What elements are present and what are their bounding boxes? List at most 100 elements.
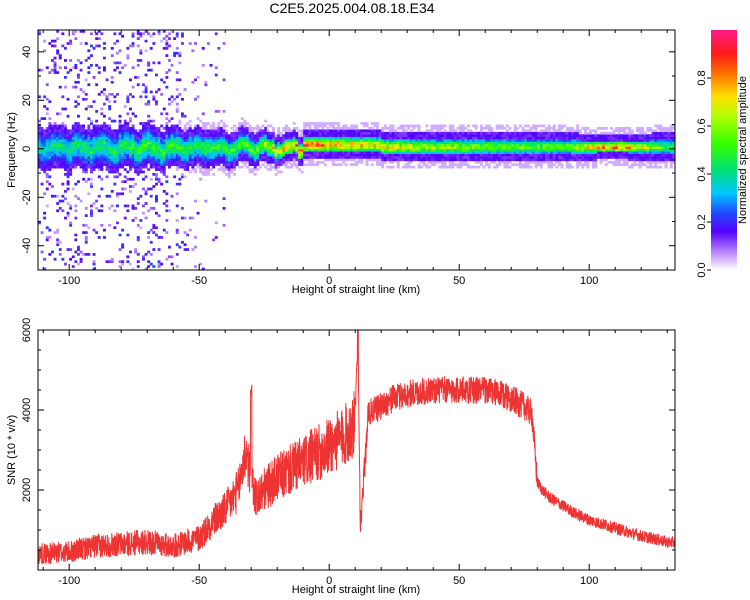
spectrogram-cell xyxy=(92,267,96,271)
spectrogram-cell xyxy=(222,153,226,157)
spectrogram-cell xyxy=(389,158,392,162)
spectrogram-cell xyxy=(51,124,54,128)
spectrogram-cell xyxy=(144,148,148,152)
spectrogram-cell xyxy=(464,160,468,164)
spectrogram-cell xyxy=(521,165,525,169)
spectrogram-cell xyxy=(303,124,307,128)
spectrogram-cell xyxy=(586,151,590,154)
spectrogram-cell xyxy=(66,131,70,135)
spectrogram-cell xyxy=(305,129,309,133)
spectrogram-cell xyxy=(51,165,54,169)
spectrogram-cell xyxy=(173,124,177,128)
spectrogram-cell xyxy=(558,158,561,162)
spectrogram-cell xyxy=(105,165,109,169)
spectrogram-cell xyxy=(144,102,148,106)
spectrogram-cell xyxy=(204,173,208,176)
spectrogram-cell xyxy=(539,148,543,152)
spectrogram-cell xyxy=(576,136,580,140)
spectrogram-cell xyxy=(578,143,582,147)
spectrogram-cell xyxy=(547,160,551,164)
spectrogram-cell xyxy=(126,148,130,152)
spectrogram-cell xyxy=(464,134,468,137)
spectrogram-cell xyxy=(576,141,580,145)
spectrogram-cell xyxy=(157,158,161,162)
spectrogram-cell xyxy=(58,54,62,57)
spectrogram-cell xyxy=(170,129,174,133)
spectrogram-cell xyxy=(87,156,91,159)
spectrogram-cell xyxy=(38,151,41,154)
spectrogram-cell xyxy=(152,126,156,130)
spectrogram-cell xyxy=(87,136,91,140)
spectrogram-cell xyxy=(586,126,590,130)
spectrogram-cell xyxy=(396,134,400,137)
spectrogram-cell xyxy=(240,160,244,164)
spectrogram-cell xyxy=(480,148,483,152)
spectrogram-cell xyxy=(519,148,522,152)
spectrogram-cell xyxy=(355,146,359,150)
spectrogram-cell xyxy=(53,63,57,67)
spectrogram-cell xyxy=(97,129,101,133)
spectrogram-cell xyxy=(230,153,234,157)
spectrogram-cell xyxy=(298,146,301,150)
spectrogram-cell xyxy=(534,141,538,145)
spectrogram-cell xyxy=(558,126,561,130)
spectrogram-cell xyxy=(339,151,343,154)
spectrogram-cell xyxy=(521,143,525,147)
spectrogram-cell xyxy=(157,141,161,145)
spectrogram-cell xyxy=(451,158,455,162)
spectrogram-cell xyxy=(305,143,309,147)
spectrogram-cell xyxy=(142,136,145,140)
spectrogram-cell xyxy=(602,148,606,152)
spectrogram-cell xyxy=(61,209,65,213)
spectrogram-cell xyxy=(277,139,281,142)
spectrogram-cell xyxy=(664,131,668,135)
spectrogram-cell xyxy=(477,151,481,154)
spectrogram-cell xyxy=(334,129,338,133)
spectrogram-cell xyxy=(90,168,93,171)
spectrogram-cell xyxy=(402,143,405,147)
spectrogram-cell xyxy=(318,134,322,137)
spectrogram-cell xyxy=(235,134,239,137)
spectrogram-cell xyxy=(628,158,632,162)
spectrogram-cell xyxy=(186,233,190,237)
spectrogram-cell xyxy=(113,151,117,154)
spectrogram-cell xyxy=(149,68,153,72)
spectrogram-cell xyxy=(240,153,244,157)
spectrogram-cell xyxy=(168,139,171,142)
spectrogram-cell xyxy=(139,168,143,171)
spectrogram-cell xyxy=(40,165,44,169)
spectrogram-cell xyxy=(651,131,655,135)
spectrogram-cell xyxy=(155,131,158,135)
spectrogram-cell xyxy=(105,141,109,145)
spectrogram-cell xyxy=(287,131,291,135)
spectrogram-cell xyxy=(285,148,288,152)
spectrogram-cell xyxy=(157,236,161,239)
spectrogram-cell xyxy=(129,117,132,120)
spectrogram-cell xyxy=(269,131,273,135)
spectrogram-cell xyxy=(175,51,179,55)
spectrogram-cell xyxy=(550,136,554,140)
spectrogram-cell xyxy=(534,124,538,128)
spectrogram-cell xyxy=(376,160,379,164)
spectrogram-cell xyxy=(612,134,616,137)
spectrogram-cell xyxy=(173,153,177,157)
spectrogram-cell xyxy=(597,148,600,152)
spectrogram-cell xyxy=(656,151,660,154)
spectrogram-cell xyxy=(321,160,325,164)
spectrogram-cell xyxy=(87,131,91,135)
spectrogram-cell xyxy=(64,153,67,157)
spectrogram-cell xyxy=(264,134,268,137)
spectrogram-cell xyxy=(425,158,429,162)
spectrogram-cell xyxy=(391,131,395,135)
spectrogram-cell xyxy=(191,136,195,140)
spectrogram-cell xyxy=(45,175,49,179)
spectrogram-cell xyxy=(654,129,658,133)
spectrogram-cell xyxy=(157,129,161,133)
spectrogram-cell xyxy=(139,32,143,36)
spectrogram-cell xyxy=(584,158,587,162)
spectrogram-cell xyxy=(170,63,174,67)
spectrogram-cell xyxy=(69,42,73,45)
spectrogram-cell xyxy=(591,139,595,142)
spectrogram-cell xyxy=(222,110,226,113)
spectrogram-cell xyxy=(149,134,153,137)
